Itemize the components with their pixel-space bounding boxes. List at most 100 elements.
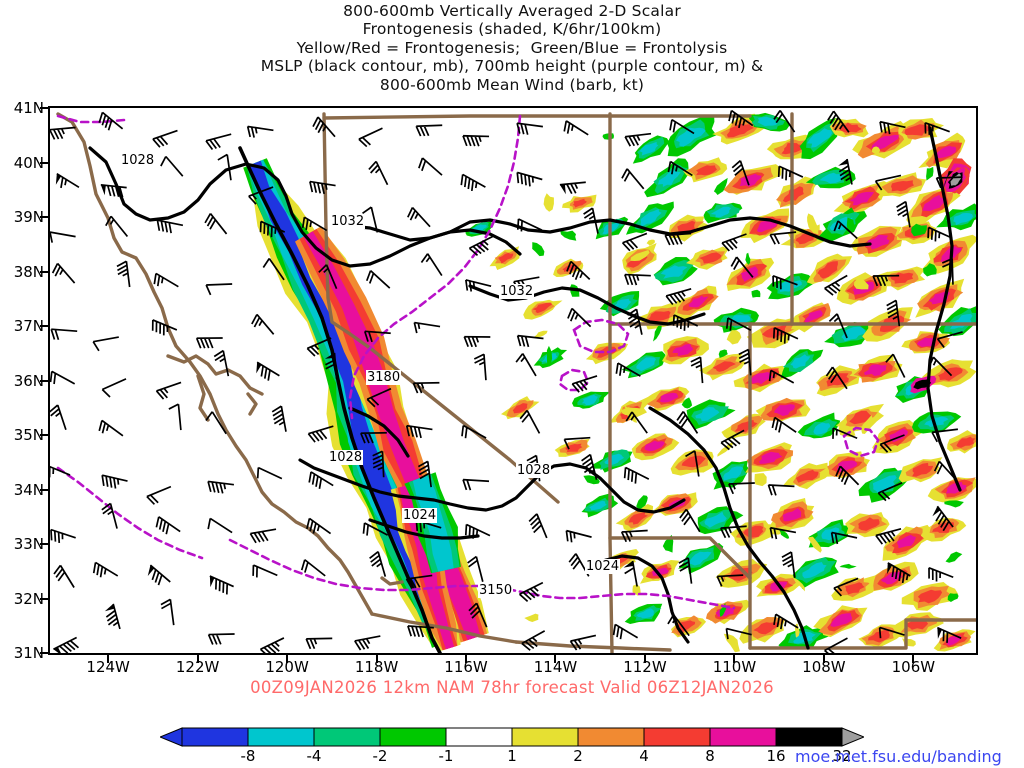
wind-barb bbox=[566, 260, 591, 281]
contour-label: 1024 bbox=[402, 508, 438, 523]
attribution-link[interactable]: moe.met.fsu.edu/banding bbox=[795, 747, 1002, 766]
tick-lon bbox=[733, 655, 736, 663]
wind-barb bbox=[417, 460, 432, 488]
shade-band bbox=[945, 635, 962, 646]
tick-lat bbox=[40, 325, 48, 327]
shade-band bbox=[704, 511, 727, 528]
shade-band bbox=[864, 364, 887, 376]
wind-barb bbox=[155, 516, 181, 535]
contour-label: 1024 bbox=[585, 559, 621, 574]
shade-band bbox=[839, 122, 862, 133]
wind-barb bbox=[362, 206, 379, 233]
shade-band bbox=[647, 310, 671, 322]
wind-barb bbox=[725, 627, 752, 640]
state-border bbox=[322, 114, 752, 120]
wind-barb bbox=[147, 564, 171, 586]
wind-barb bbox=[516, 218, 543, 232]
axis-label-lat-33N: 33N bbox=[13, 535, 44, 553]
wind-barb bbox=[363, 330, 391, 343]
tick-lon bbox=[375, 655, 378, 663]
wind-barb bbox=[725, 317, 752, 332]
shade-band bbox=[512, 403, 528, 414]
shade-band bbox=[750, 372, 774, 385]
contour-label: 3180 bbox=[366, 370, 402, 385]
wind-barb bbox=[933, 460, 958, 482]
shade-band bbox=[743, 525, 764, 538]
shade-speck bbox=[653, 324, 662, 342]
wind-barb bbox=[160, 155, 184, 177]
colorbar-swatch bbox=[577, 727, 645, 747]
wind-barb bbox=[262, 258, 285, 281]
wind-barb bbox=[667, 160, 693, 177]
shade-band bbox=[759, 451, 783, 464]
wind-barb bbox=[465, 279, 492, 292]
shade-speck bbox=[793, 577, 805, 592]
state-border bbox=[196, 374, 210, 422]
tick-lon bbox=[286, 655, 289, 663]
wind-barb bbox=[624, 132, 652, 147]
shade-band bbox=[636, 357, 656, 372]
colorbar-swatch bbox=[313, 727, 381, 747]
shade-speck bbox=[726, 330, 742, 345]
wind-barb bbox=[251, 313, 275, 335]
wind-barb bbox=[824, 274, 848, 296]
wind-barb bbox=[927, 226, 953, 242]
colorbar-under-arrow bbox=[160, 727, 183, 747]
state-border bbox=[608, 536, 752, 580]
tick-lat bbox=[40, 161, 48, 164]
contour-label: 1032 bbox=[499, 284, 535, 299]
axis-label-lat-34N: 34N bbox=[13, 480, 44, 499]
wind-barb bbox=[769, 526, 797, 540]
wind-barb bbox=[665, 287, 692, 306]
wind-barb bbox=[246, 125, 274, 138]
contour-label: 1028 bbox=[120, 153, 156, 168]
shade-band bbox=[726, 123, 754, 138]
shade-band bbox=[644, 440, 665, 452]
tick-lat bbox=[40, 379, 48, 382]
tick-lat bbox=[40, 488, 48, 491]
wind-barb bbox=[879, 120, 906, 135]
wind-barb bbox=[155, 381, 182, 400]
wind-barb bbox=[365, 270, 391, 289]
page-title: 800-600mb Vertically Averaged 2-D Scalar… bbox=[0, 2, 1024, 94]
shade-speck bbox=[839, 563, 857, 569]
map-plot-area[interactable]: 1028 1032 1032 3180 1028 1028 1024 3150 1024 bbox=[48, 106, 978, 655]
wind-barb bbox=[777, 165, 804, 181]
shade-band bbox=[845, 582, 865, 595]
title-line-3: Yellow/Red = Frontogenesis; Green/Blue =… bbox=[296, 38, 728, 57]
wind-barb bbox=[205, 411, 227, 435]
shade-band bbox=[640, 209, 662, 227]
wind-barb bbox=[581, 453, 598, 480]
shade-band bbox=[581, 394, 598, 405]
wind-barb bbox=[773, 109, 796, 133]
wind-barb bbox=[936, 331, 963, 348]
axis-label-lat-31N: 31N bbox=[13, 644, 44, 662]
axis-label-lon-114W: 114W bbox=[533, 658, 578, 676]
wind-barb bbox=[521, 630, 546, 651]
shade-band bbox=[710, 206, 731, 218]
shade-speck bbox=[807, 536, 822, 553]
wind-barb bbox=[624, 273, 651, 286]
wind-barb bbox=[300, 559, 326, 577]
wind-barb bbox=[50, 464, 71, 478]
colorbar-tick-1: 1 bbox=[507, 747, 517, 765]
wind-barb bbox=[772, 327, 799, 344]
wind-barb bbox=[516, 122, 543, 135]
mslp-contour bbox=[368, 518, 480, 540]
wind-barb bbox=[195, 337, 223, 349]
wind-barb bbox=[306, 517, 332, 535]
wind-barb bbox=[824, 637, 848, 653]
axis-label-lat-39N: 39N bbox=[13, 208, 44, 226]
wind-barb bbox=[92, 561, 119, 578]
shade-speck bbox=[944, 500, 964, 508]
wind-barb bbox=[146, 485, 172, 505]
wind-barb bbox=[307, 425, 334, 443]
wind-barb bbox=[309, 180, 336, 195]
wind-barb bbox=[151, 319, 178, 336]
shade-band bbox=[589, 500, 607, 511]
wind-barb bbox=[207, 480, 235, 494]
wind-barb bbox=[100, 183, 127, 198]
wind-barb bbox=[781, 551, 796, 578]
wind-barb bbox=[50, 328, 78, 341]
